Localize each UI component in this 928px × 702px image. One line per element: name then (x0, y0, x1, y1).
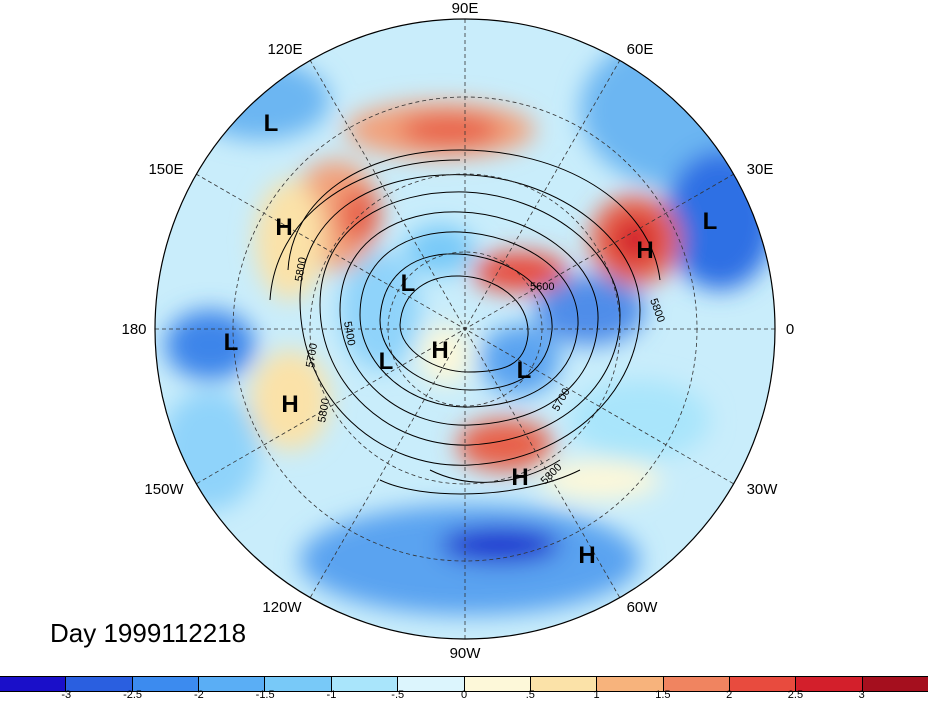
colorbar-cell (199, 677, 266, 691)
high-center: H (281, 391, 298, 418)
lon-label-90e: 90E (452, 0, 479, 17)
colorbar-tick-label: 1 (593, 689, 600, 701)
colorbar-cell (862, 677, 928, 691)
high-center: H (636, 237, 653, 264)
colorbar-tick-label: -1.5 (255, 689, 275, 701)
colorbar-tick-label: -1 (326, 689, 337, 701)
polar-map: 90E 60E 30E 0 30W 60W 90W 120W 150W 180 … (121, 0, 794, 662)
colorbar-cell (729, 677, 797, 691)
lon-label-60w: 60W (627, 599, 659, 616)
high-center: H (431, 337, 448, 364)
map-boundary (154, 18, 776, 640)
colorbar-tick-label: -3 (61, 689, 72, 701)
lon-label-120w: 120W (262, 599, 302, 616)
colorbar-cell (663, 677, 730, 691)
lon-label-60e: 60E (627, 41, 654, 58)
colorbar-cell (398, 677, 465, 691)
low-center: L (703, 208, 718, 235)
colorbar-cell (597, 677, 664, 691)
colorbar-tick-label: 2.5 (787, 689, 804, 701)
contour-label: 5800 (316, 397, 332, 423)
contour-label: 5600 (530, 281, 554, 293)
colorbar-tick-label: -2.5 (123, 689, 143, 701)
colorbar-cell (331, 677, 399, 691)
colorbar-cell (265, 677, 332, 691)
colorbar-tick-label: 0 (460, 689, 468, 701)
lon-label-30w: 30W (747, 481, 779, 498)
colorbar-cell (796, 677, 863, 691)
high-center: H (578, 542, 595, 569)
colorbar-tick-label: 1.5 (655, 689, 671, 701)
contour-label: 5800 (293, 256, 309, 282)
colorbar-ticks: -3 -2.5 -2 -1.5 -1 -.5 0 .5 1 1.5 2 2.5 3 (0, 689, 928, 702)
colorbar-cell (530, 677, 598, 691)
date-label: Day 1999112218 (50, 618, 247, 648)
low-center: L (264, 110, 279, 137)
lon-label-150w: 150W (144, 481, 184, 498)
high-center: H (275, 214, 292, 241)
colorbar-cell (0, 677, 67, 691)
low-center: L (401, 270, 416, 297)
contour-label: 5400 (341, 320, 357, 346)
pressure-centers: L H L H L H L L L H H H (224, 110, 718, 569)
colorbar-tick-label: 2 (726, 689, 733, 701)
lon-label-0: 0 (786, 321, 794, 338)
colorbar (0, 676, 928, 692)
colorbar-tick-label: 3 (858, 689, 865, 701)
lon-label-120e: 120E (267, 41, 302, 58)
lon-label-180: 180 (121, 321, 146, 338)
colorbar-tick-label: -.5 (391, 689, 405, 701)
high-center: H (511, 464, 528, 491)
lon-label-30e: 30E (747, 161, 774, 178)
lon-label-150e: 150E (148, 161, 183, 178)
lon-label-90w: 90W (450, 645, 482, 662)
low-center: L (379, 348, 394, 375)
height-contours (269, 149, 661, 495)
colorbar-tick-label: .5 (525, 689, 535, 701)
colorbar-cell (66, 677, 133, 691)
colorbar-cell (464, 677, 531, 691)
graticule (155, 19, 775, 639)
low-center: L (517, 357, 532, 384)
colorbar-tick-label: -2 (193, 689, 204, 701)
colorbar-cell (132, 677, 200, 691)
contour-label: 5700 (304, 342, 320, 368)
low-center: L (224, 329, 239, 356)
